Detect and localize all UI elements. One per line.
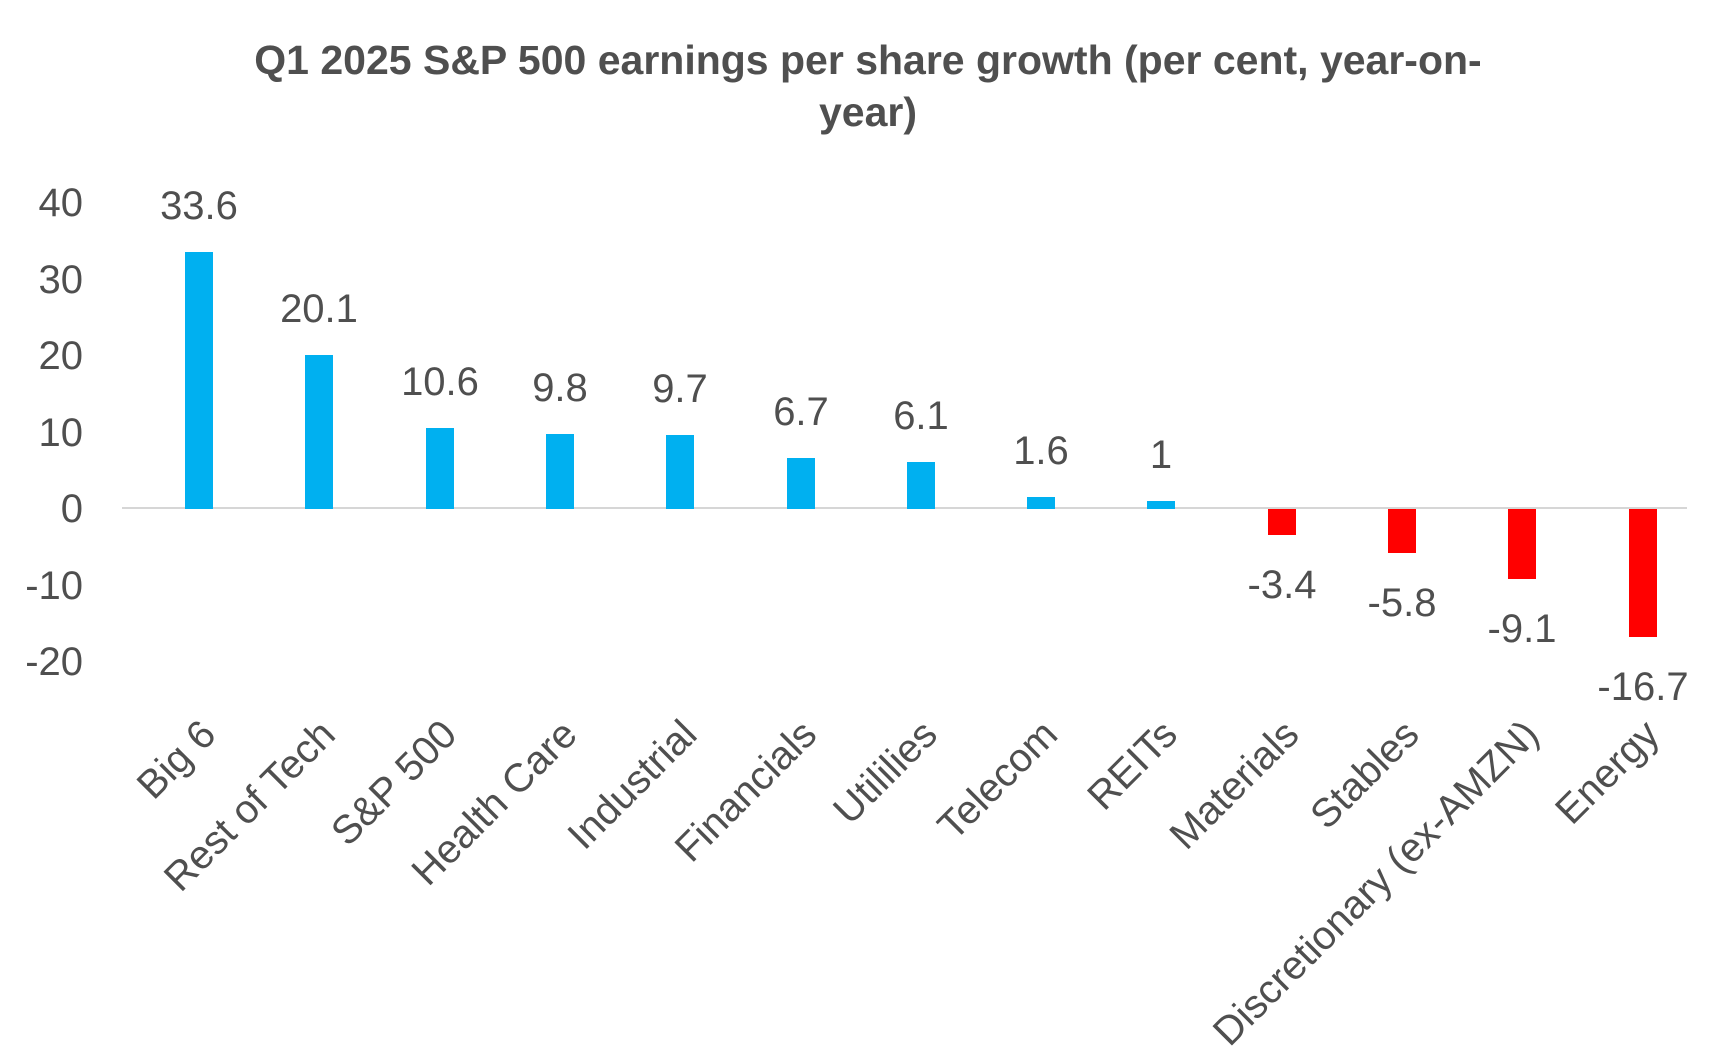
category-label-energy: Energy [1547,712,1669,833]
value-label-utililies: 6.1 [893,394,949,438]
bar-telecom [1027,497,1055,509]
bar-s-p-500 [426,428,454,509]
bar-energy [1629,509,1657,637]
bar-discretionary-ex-amzn [1508,509,1536,579]
category-label-materials: Materials [1161,712,1308,858]
value-label-stables: -5.8 [1367,581,1437,625]
bar-big-6 [185,252,213,509]
bar-financials [787,458,815,509]
bar-stables [1388,509,1416,553]
category-label-telecom: Telecom [929,712,1067,849]
bar-health-care [546,434,574,509]
value-label-materials: -3.4 [1247,563,1317,607]
bar-materials [1268,509,1296,535]
category-label-big-6: Big 6 [128,712,225,808]
value-label-s-p-500: 10.6 [401,360,479,404]
y-tick--20: -20 [25,640,83,684]
y-tick-30: 30 [38,258,84,302]
y-tick-10: 10 [38,411,84,455]
value-label-big-6: 33.6 [160,184,238,228]
value-label-reits: 1 [1149,433,1173,477]
bar-reits [1147,501,1175,509]
value-label-financials: 6.7 [773,390,829,434]
value-label-rest-of-tech: 20.1 [280,287,358,331]
y-tick--10: -10 [25,564,83,608]
value-label-energy: -16.7 [1597,665,1689,709]
y-tick-40: 40 [38,181,84,225]
bar-industrial [666,435,694,509]
bar-utililies [907,462,935,509]
category-label-reits: REITs [1079,712,1187,819]
value-label-health-care: 9.8 [532,366,588,410]
value-label-industrial: 9.7 [652,367,708,411]
chart-title: Q1 2025 S&P 500 earnings per share growt… [254,37,1482,136]
y-tick-0: 0 [60,487,83,531]
category-label-utililies: Utililies [825,712,947,833]
bar-rest-of-tech [305,355,333,509]
value-label-telecom: 1.6 [1013,429,1069,473]
value-label-discretionary-ex-amzn: -9.1 [1487,607,1557,651]
y-tick-20: 20 [38,334,84,378]
zero-axis-line [122,507,1687,509]
